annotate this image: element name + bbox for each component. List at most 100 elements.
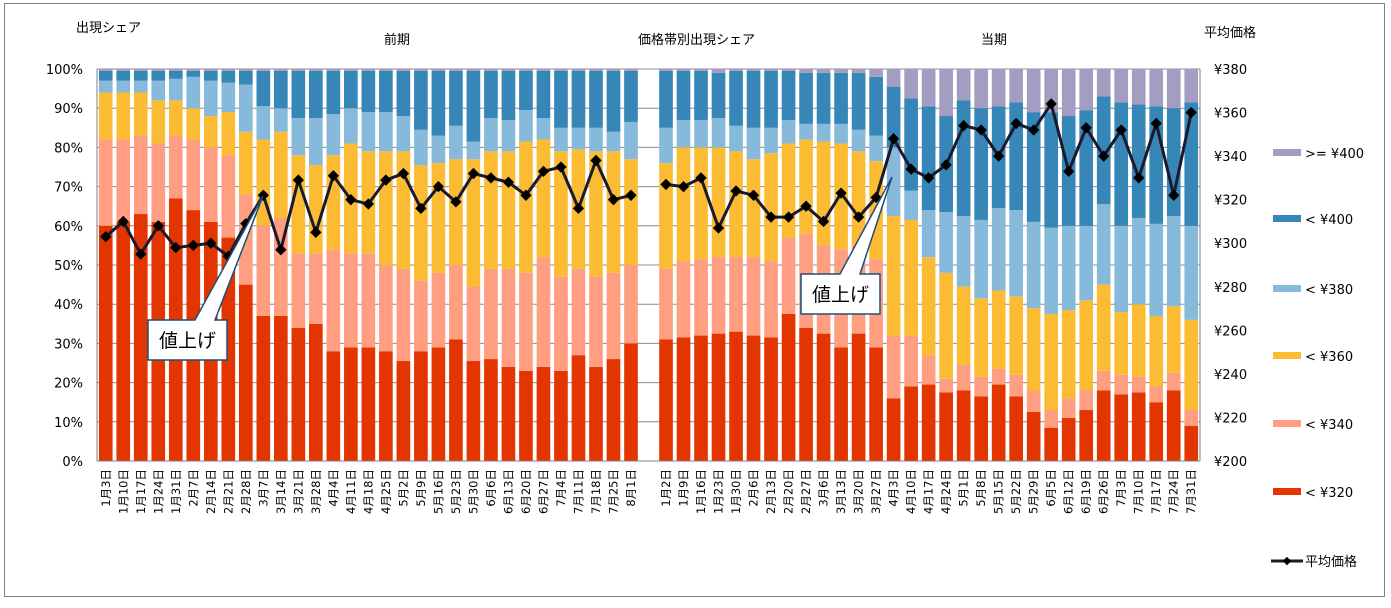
bar-segment [274, 108, 288, 132]
x-tick-label: 7月17日 [1149, 469, 1163, 514]
bar-segment [676, 69, 691, 71]
bar-stack [274, 69, 288, 461]
avg-price-marker [205, 237, 217, 249]
bar-segment [956, 69, 971, 101]
bar-stack [939, 69, 953, 461]
bar-segment [834, 69, 848, 73]
bar-segment [816, 123, 831, 142]
bar-segment [939, 272, 953, 379]
right-axis-title: 平均価格 [1204, 25, 1256, 41]
bar-segment [116, 139, 131, 222]
bar-segment [203, 116, 218, 148]
legend-label: >= ¥400 [1305, 147, 1364, 162]
x-tick-label: 3月21日 [291, 469, 305, 514]
avg-price-marker [940, 159, 952, 171]
bar-segment [1061, 69, 1076, 117]
legend-item: < ¥400 [1273, 213, 1353, 228]
bar-segment [1131, 376, 1146, 393]
bar-segment [133, 135, 148, 215]
bar-segment [326, 70, 341, 115]
bar-segment [921, 384, 936, 461]
bar-segment [1009, 69, 1023, 103]
bar-segment [991, 368, 1006, 385]
bar-segment [834, 123, 848, 144]
avg-price-marker [730, 185, 742, 197]
chart-title: 価格帯別出現シェア [638, 32, 755, 48]
bar-segment [501, 151, 516, 269]
bar-segment [431, 69, 446, 71]
bar-segment [501, 119, 516, 152]
bar-segment [1079, 300, 1094, 391]
bar-segment [939, 69, 953, 117]
y-tick-label: 20% [54, 377, 83, 392]
bar-segment [151, 69, 166, 71]
y-tick-label: 100% [46, 63, 83, 78]
bar-segment [449, 265, 463, 340]
bar-segment [1096, 69, 1111, 97]
x-tick-label: 7月11日 [571, 469, 585, 514]
bar-segment [921, 106, 936, 211]
bar-segment [1026, 112, 1041, 222]
bar-segment [326, 249, 341, 352]
bar-segment [326, 155, 341, 250]
bar-segment [746, 127, 761, 160]
bar-segment [1184, 319, 1199, 411]
bar-segment [816, 72, 831, 124]
bar-segment [116, 92, 131, 140]
bar-stack [886, 69, 901, 461]
bar-segment [799, 69, 813, 73]
bar-segment [116, 80, 131, 93]
bar-stack [414, 69, 428, 461]
bar-segment [1009, 396, 1023, 461]
x-tick-label: 5月9日 [414, 469, 428, 507]
bar-segment [764, 337, 778, 461]
bar-segment [851, 129, 866, 152]
bar-segment [659, 339, 673, 461]
bar-segment [956, 286, 971, 365]
bar-segment [309, 323, 323, 461]
bar-segment [956, 216, 971, 287]
bar-stack [711, 69, 726, 461]
bar-segment [921, 210, 936, 258]
bar-segment [606, 272, 621, 360]
bar-segment [781, 70, 796, 120]
legend: >= ¥400 < ¥400 < ¥380 < ¥360 < ¥340 < ¥320 平均価… [1271, 147, 1364, 570]
bar-segment [1044, 227, 1059, 314]
bar-segment [484, 268, 498, 360]
bar-stack [589, 69, 603, 461]
bar-segment [624, 70, 638, 122]
avg-price-marker [572, 202, 585, 215]
y2-tick-label: ¥340 [1214, 150, 1247, 165]
legend-label: < ¥340 [1305, 418, 1353, 433]
bar-segment [449, 339, 463, 461]
x-tick-label: 3月6日 [817, 469, 831, 507]
bar-segment [1026, 69, 1041, 113]
bar-segment [991, 208, 1006, 291]
bar-segment [309, 253, 323, 324]
bar-stack [764, 69, 778, 461]
bar-segment [711, 72, 726, 118]
legend-item: < ¥320 [1273, 486, 1353, 501]
y2-tick-label: ¥260 [1214, 324, 1247, 339]
price-increase-callout: 値上げ [147, 195, 264, 361]
legend-swatch [1273, 215, 1301, 222]
bar-segment [98, 139, 113, 226]
avg-price-marker [1028, 124, 1040, 136]
bar-segment [379, 69, 393, 71]
avg-price-marker [1080, 122, 1092, 134]
bar-segment [536, 257, 551, 367]
avg-price-marker [432, 180, 445, 193]
legend-item: >= ¥400 [1273, 147, 1364, 162]
avg-price-marker [922, 172, 935, 184]
bar-stack [238, 69, 253, 461]
legend-item: < ¥360 [1273, 350, 1353, 365]
bar-segment [571, 70, 586, 128]
bar-segment [256, 315, 271, 461]
bar-segment [203, 147, 218, 222]
bar-segment [694, 259, 708, 336]
bar-segment [309, 69, 323, 71]
bar-stack [921, 69, 936, 461]
price-increase-callout: 値上げ [800, 176, 893, 315]
x-tick-label: 1月24日 [151, 469, 165, 514]
bar-segment [291, 70, 306, 118]
